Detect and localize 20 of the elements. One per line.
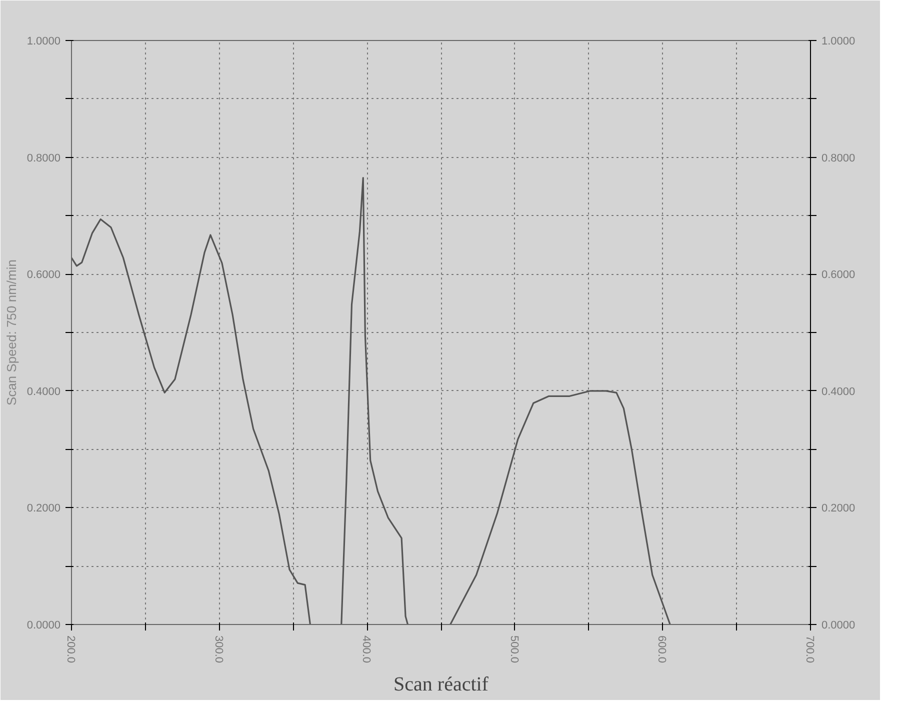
y-tick-label: 0.6000 [26, 269, 61, 282]
x-tick-label: 200.0 [64, 636, 76, 664]
y-tick-label: 0.2000 [26, 502, 61, 515]
y2-tick-label: 0.0000 [822, 620, 856, 632]
y-tick-label: 0.8000 [26, 152, 61, 164]
x-tick-label: 400.0 [360, 636, 372, 664]
x-tick-label: 300.0 [212, 636, 224, 664]
x-tick-label: 700.0 [804, 636, 816, 664]
x-tick-label: 500.0 [508, 636, 520, 664]
y2-tick-label: 0.2000 [822, 502, 856, 515]
y2-tick-label: 0.4000 [822, 386, 856, 398]
y-tick-label: 0.0000 [26, 620, 61, 632]
y-tick-label: 0.4000 [26, 386, 61, 398]
x-tick-label: 600.0 [656, 636, 668, 664]
y-axis-title: Scan Speed: 750 nm/min [4, 260, 19, 406]
y2-tick-label: 0.8000 [822, 152, 856, 164]
y2-tick-label: 1.0000 [822, 36, 856, 48]
y2-tick-label: 0.6000 [822, 269, 856, 282]
y-tick-label: 1.0000 [26, 36, 61, 48]
text: Scan réactif [394, 674, 489, 696]
